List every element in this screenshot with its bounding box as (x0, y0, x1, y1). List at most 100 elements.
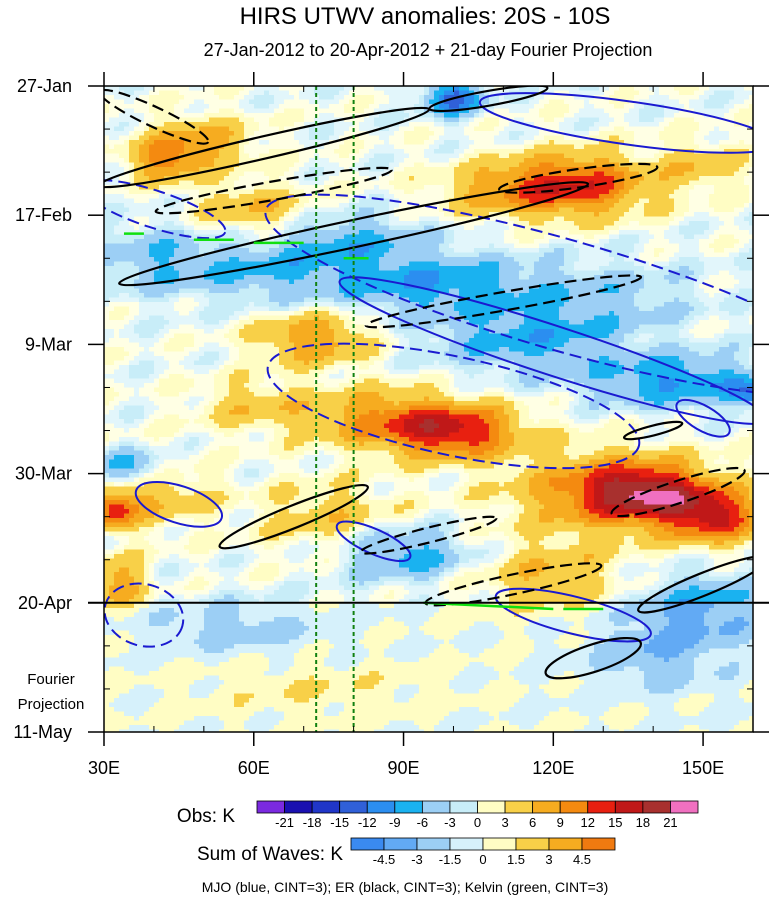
field-cell (654, 235, 660, 240)
field-cell (709, 158, 715, 163)
field-cell (209, 176, 215, 181)
field-cell (114, 118, 120, 123)
field-cell (719, 221, 725, 226)
field-cell (419, 167, 425, 172)
field-cell (384, 221, 390, 226)
field-cell (619, 131, 625, 136)
field-cell (649, 230, 655, 235)
field-cell (534, 136, 540, 141)
field-cell (589, 194, 595, 199)
field-cell (119, 95, 125, 100)
field-cell (464, 158, 470, 163)
field-cell (664, 154, 670, 159)
field-cell (539, 226, 545, 231)
field-cell (499, 244, 505, 249)
field-cell (394, 172, 400, 177)
field-cell (669, 212, 675, 217)
field-cell (139, 136, 145, 141)
field-cell (294, 140, 300, 145)
field-cell (254, 203, 260, 208)
field-cell (229, 136, 235, 141)
field-cell (114, 199, 120, 204)
field-cell (309, 149, 315, 154)
field-cell (749, 113, 755, 118)
field-cell (569, 104, 575, 109)
field-cell (599, 203, 605, 208)
field-cell (394, 154, 400, 159)
field-cell (384, 244, 390, 249)
field-cell (304, 212, 310, 217)
field-cell (619, 149, 625, 154)
field-cell (529, 131, 535, 136)
field-cell (469, 199, 475, 204)
field-cell (354, 109, 360, 114)
field-cell (524, 113, 530, 118)
field-cell (164, 253, 170, 258)
field-cell (369, 185, 375, 190)
field-cell (744, 226, 750, 231)
field-cell (634, 212, 640, 217)
field-cell (564, 145, 570, 150)
field-cell (249, 131, 255, 136)
field-cell (529, 199, 535, 204)
field-cell (719, 100, 725, 105)
field-cell (514, 199, 520, 204)
field-cell (594, 199, 600, 204)
field-cell (339, 230, 345, 235)
field-cell (329, 217, 335, 222)
field-cell (209, 163, 215, 168)
field-cell (654, 185, 660, 190)
field-cell (104, 113, 110, 118)
field-cell (729, 194, 735, 199)
field-cell (294, 217, 300, 222)
field-cell (389, 181, 395, 186)
field-cell (274, 158, 280, 163)
field-cell (289, 221, 295, 226)
field-cell (339, 226, 345, 231)
field-cell (734, 167, 740, 172)
field-cell (209, 104, 215, 109)
field-cell (694, 235, 700, 240)
field-cell (504, 149, 510, 154)
field-cell (289, 122, 295, 127)
field-cell (374, 86, 380, 91)
field-cell (169, 118, 175, 123)
field-cell (199, 217, 205, 222)
field-cell (184, 253, 190, 258)
field-cell (359, 181, 365, 186)
field-cell (644, 208, 650, 213)
field-cell (279, 221, 285, 226)
field-cell (639, 122, 645, 127)
field-cell (374, 104, 380, 109)
field-cell (399, 239, 405, 244)
field-cell (494, 131, 500, 136)
field-cell (324, 104, 330, 109)
field-cell (674, 212, 680, 217)
field-cell (504, 248, 510, 253)
field-cell (389, 253, 395, 258)
field-cell (609, 226, 615, 231)
field-cell (194, 145, 200, 150)
field-cell (149, 109, 155, 114)
field-cell (324, 136, 330, 141)
field-cell (294, 221, 300, 226)
field-cell (604, 194, 610, 199)
field-cell (214, 113, 220, 118)
field-cell (229, 217, 235, 222)
field-cell (354, 140, 360, 145)
field-cell (499, 136, 505, 141)
field-cell (694, 91, 700, 96)
field-cell (294, 181, 300, 186)
field-cell (214, 91, 220, 96)
field-cell (749, 140, 755, 145)
field-cell (579, 248, 585, 253)
field-cell (239, 154, 245, 159)
field-cell (669, 244, 675, 249)
field-cell (629, 127, 635, 132)
field-cell (124, 131, 130, 136)
field-cell (129, 248, 135, 253)
field-cell (409, 95, 415, 100)
field-cell (474, 203, 480, 208)
field-cell (209, 140, 215, 145)
field-cell (229, 230, 235, 235)
